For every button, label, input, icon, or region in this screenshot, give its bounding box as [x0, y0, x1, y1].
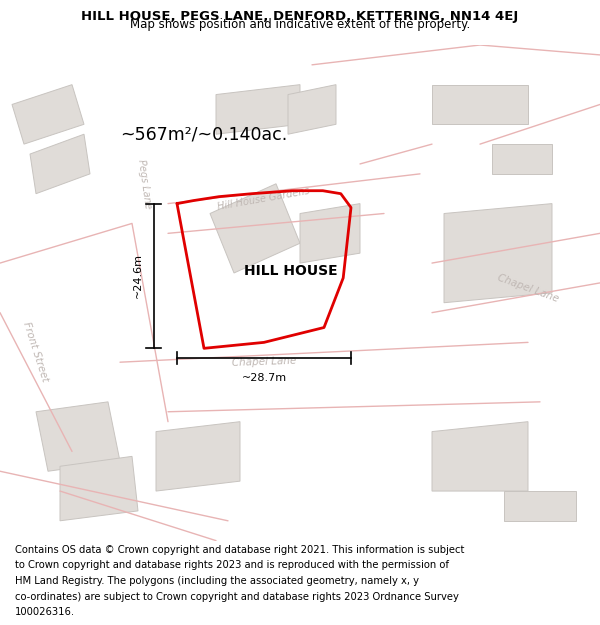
Text: Contains OS data © Crown copyright and database right 2021. This information is : Contains OS data © Crown copyright and d… — [15, 545, 464, 555]
Text: Chapel Lane: Chapel Lane — [232, 356, 296, 368]
Polygon shape — [216, 84, 300, 134]
Polygon shape — [432, 422, 528, 491]
Polygon shape — [60, 456, 138, 521]
Text: co-ordinates) are subject to Crown copyright and database rights 2023 Ordnance S: co-ordinates) are subject to Crown copyr… — [15, 592, 459, 602]
Text: Front Street: Front Street — [22, 321, 50, 384]
Text: ~28.7m: ~28.7m — [241, 373, 287, 383]
Text: ~24.6m: ~24.6m — [133, 254, 143, 299]
Text: 100026316.: 100026316. — [15, 608, 75, 618]
Polygon shape — [300, 204, 360, 263]
Polygon shape — [492, 144, 552, 174]
Polygon shape — [156, 422, 240, 491]
Text: ~567m²/~0.140ac.: ~567m²/~0.140ac. — [120, 125, 287, 143]
Text: HM Land Registry. The polygons (including the associated geometry, namely x, y: HM Land Registry. The polygons (includin… — [15, 576, 419, 586]
Polygon shape — [210, 184, 300, 273]
Text: Pegs Lane: Pegs Lane — [136, 158, 152, 209]
Polygon shape — [504, 491, 576, 521]
Polygon shape — [432, 84, 528, 124]
Text: Map shows position and indicative extent of the property.: Map shows position and indicative extent… — [130, 18, 470, 31]
Polygon shape — [36, 402, 120, 471]
Text: HILL HOUSE: HILL HOUSE — [244, 264, 338, 278]
Polygon shape — [30, 134, 90, 194]
Text: to Crown copyright and database rights 2023 and is reproduced with the permissio: to Crown copyright and database rights 2… — [15, 561, 449, 571]
Polygon shape — [288, 84, 336, 134]
Text: Hill House Gardens: Hill House Gardens — [217, 186, 311, 212]
Polygon shape — [444, 204, 552, 302]
Text: HILL HOUSE, PEGS LANE, DENFORD, KETTERING, NN14 4EJ: HILL HOUSE, PEGS LANE, DENFORD, KETTERIN… — [82, 10, 518, 23]
Polygon shape — [12, 84, 84, 144]
Text: Chapel Lane: Chapel Lane — [496, 272, 560, 304]
